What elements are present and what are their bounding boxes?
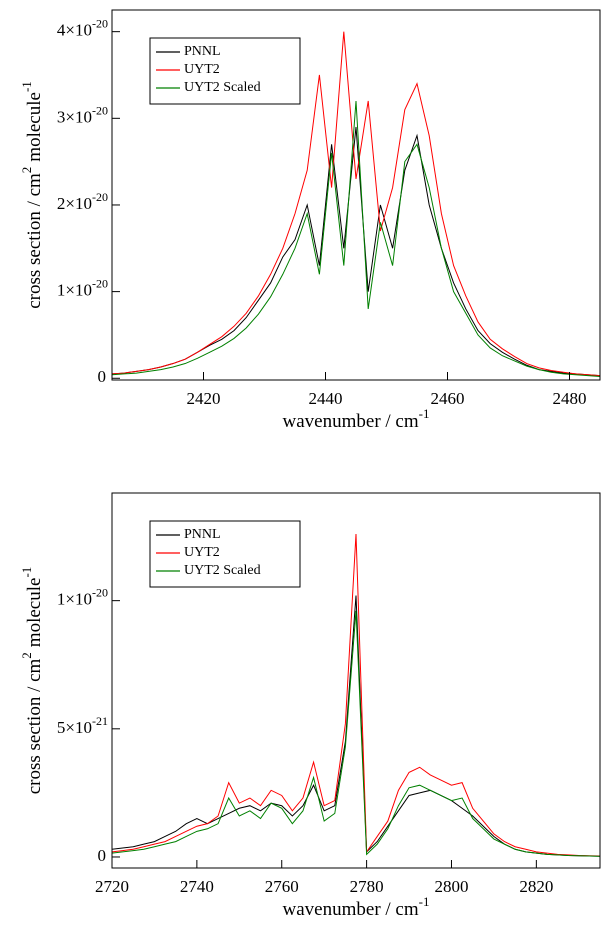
y-tick-label: 4×10-20 (57, 16, 108, 39)
y-tick-mantissa: 4×10 (57, 21, 92, 40)
y-axis-title-sup: -1 (19, 567, 34, 578)
y-tick-label: 1×10-20 (57, 585, 108, 608)
legend-label: UYT2 (184, 62, 220, 77)
y-tick-label: 2×10-20 (57, 190, 108, 213)
y-tick-label: 1×10-20 (57, 276, 108, 299)
plot: 2420 2440 2460 248001×10-202×10-203×10-204×… (19, 9, 601, 432)
line-series (112, 610, 600, 857)
y-tick-exponent: -20 (92, 585, 108, 599)
line-series (112, 100, 600, 378)
y-tick-exponent: -21 (92, 714, 108, 728)
y-tick-label: 3×10-20 (57, 103, 108, 126)
legend: PNNL UYT2 UYT2 Scaled (149, 37, 301, 105)
y-axis-title-text: cross section / cm (24, 658, 45, 794)
y-tick-label: 5×10-21 (57, 714, 108, 737)
y-axis-title-sup: -1 (19, 81, 34, 92)
y-axis-title: cross section / cm2 molecule-1 (19, 81, 45, 309)
x-axis-title-sup: -1 (419, 894, 430, 909)
y-tick-mantissa: 1×10 (57, 281, 92, 300)
line-series (112, 595, 600, 857)
legend-box (149, 520, 301, 588)
legend-label: UYT2 Scaled (184, 563, 261, 578)
y-axis-title: cross section / cm2 molecule-1 (19, 567, 45, 795)
y-tick-exponent: -20 (92, 276, 108, 290)
y-tick-mantissa: 2×10 (57, 194, 92, 213)
x-axis-title-text: wavenumber / cm (283, 411, 419, 432)
y-tick-exponent: -20 (92, 16, 108, 30)
plot-frame (111, 492, 601, 869)
x-axis-title-sup: -1 (419, 406, 430, 421)
plot: 2720 2740 2760 2780 2800 2820 0 5×10-21 1×10-20 w… (19, 492, 601, 920)
legend-label: PNNL (184, 44, 221, 59)
x-tick-label: 2800 (434, 877, 468, 896)
x-axis-title-text: wavenumber / cm (283, 899, 419, 920)
x-tick-label: 2780 (350, 877, 384, 896)
y-axis-title-text: cross section / cm (24, 173, 45, 309)
legend-label: PNNL (184, 527, 221, 542)
y-tick-exponent: -20 (92, 190, 108, 204)
y-tick-mantissa: 5×10 (57, 718, 92, 737)
x-axis-title: wavenumber / cm-1 (283, 406, 430, 432)
y-tick-label: 0 (98, 846, 107, 865)
line-series (112, 533, 600, 857)
y-axis-title-sup: 2 (19, 652, 34, 659)
y-tick-mantissa: 3×10 (57, 107, 92, 126)
x-tick-label: 2740 (180, 877, 214, 896)
x-tick-label: 2820 (519, 877, 553, 896)
x-tick-label: 2480 (553, 389, 587, 408)
plot-frame (111, 9, 601, 381)
x-tick-label: 2460 (431, 389, 465, 408)
y-axis-title-text: molecule (24, 92, 45, 162)
legend-label: UYT2 Scaled (184, 80, 261, 95)
y-tick-mantissa: 1×10 (57, 590, 92, 609)
legend: PNNL UYT2 UYT2 Scaled (149, 520, 301, 588)
x-tick-label: 2720 (95, 877, 129, 896)
x-axis-title: wavenumber / cm-1 (283, 894, 430, 920)
x-tick-label: 2760 (265, 877, 299, 896)
x-tick-label: 2420 (187, 389, 221, 408)
line-series (112, 31, 600, 377)
y-tick-exponent: -20 (92, 103, 108, 117)
legend-box (149, 37, 301, 105)
y-axis-title-sup: 2 (19, 167, 34, 174)
legend-label: UYT2 (184, 545, 220, 560)
x-tick-label: 2440 (309, 389, 343, 408)
line-series (112, 126, 600, 377)
y-axis-title-text: molecule (24, 578, 45, 648)
y-tick-label: 0 (98, 367, 107, 386)
